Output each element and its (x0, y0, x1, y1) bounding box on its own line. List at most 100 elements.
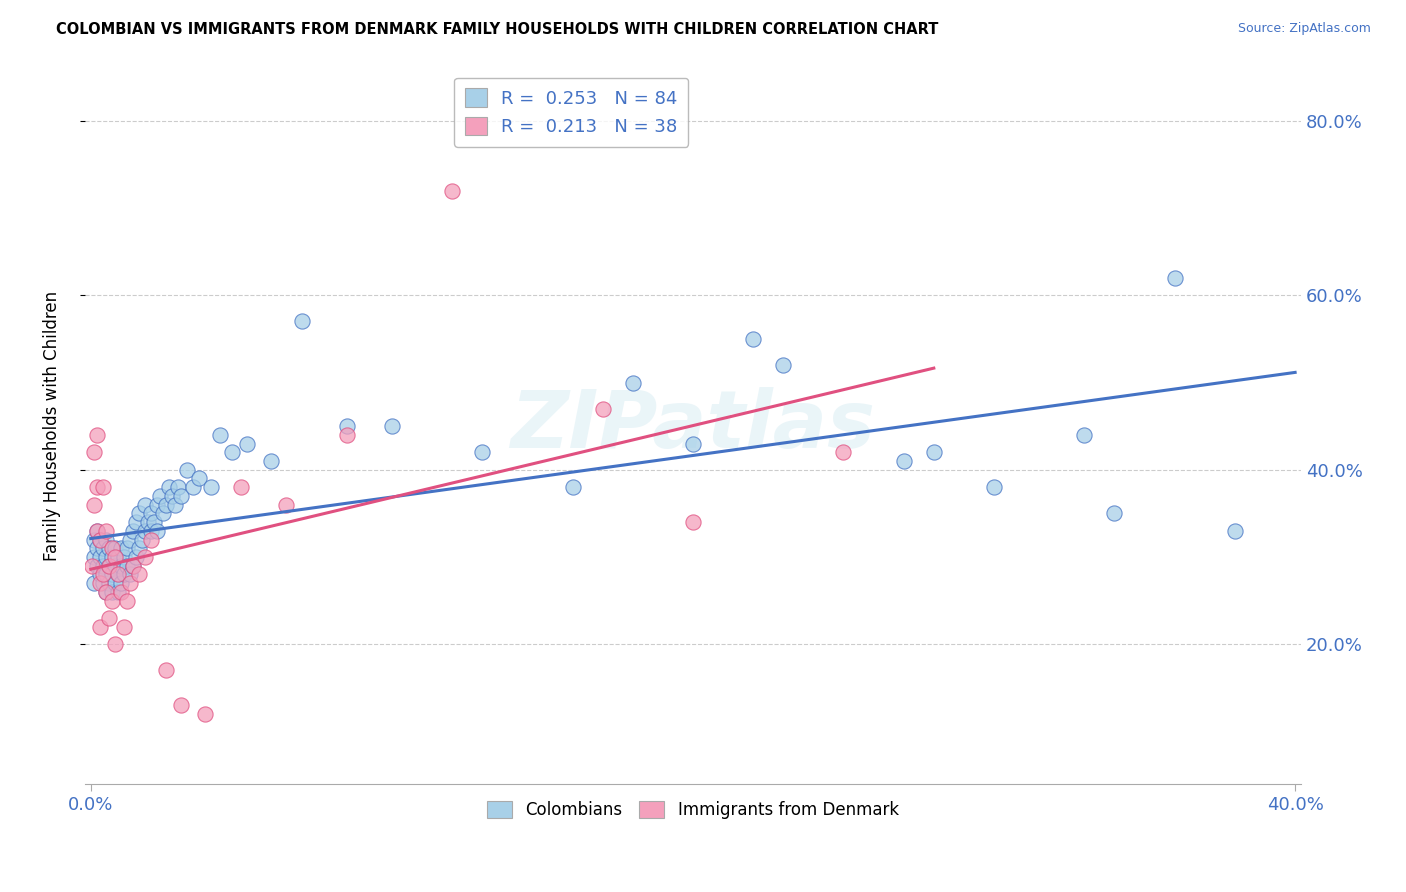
Point (893, 454, 915, 468)
Point (101, 593, 124, 607)
Point (91, 541, 114, 556)
Point (101, 541, 124, 556)
Point (621, 376, 644, 390)
Point (97, 541, 120, 556)
Point (561, 480, 583, 494)
Point (94, 524, 117, 538)
Point (97, 558, 120, 573)
Y-axis label: Family Households with Children: Family Households with Children (44, 291, 60, 561)
Point (221, 445, 243, 459)
Point (209, 427, 232, 442)
Point (101, 567, 124, 582)
Point (134, 524, 156, 538)
Point (139, 507, 162, 521)
Point (94, 585, 117, 599)
Point (112, 567, 135, 582)
Point (1223, 524, 1246, 538)
Point (112, 549, 135, 564)
Point (194, 706, 217, 721)
Point (94, 533, 117, 547)
Point (110, 585, 132, 599)
Point (260, 454, 283, 468)
Point (118, 576, 141, 591)
Point (97, 558, 120, 573)
Point (136, 515, 159, 529)
Point (89, 620, 111, 634)
Point (983, 480, 1005, 494)
Point (82, 558, 104, 573)
Point (149, 489, 172, 503)
Point (89, 533, 111, 547)
Point (176, 463, 198, 477)
Point (1073, 427, 1095, 442)
Point (146, 524, 169, 538)
Point (86, 480, 108, 494)
Point (170, 698, 193, 713)
Point (167, 480, 190, 494)
Point (122, 558, 145, 573)
Point (107, 567, 129, 582)
Point (101, 549, 124, 564)
Point (290, 314, 312, 328)
Point (1163, 270, 1185, 285)
Point (832, 445, 855, 459)
Point (155, 498, 177, 512)
Point (922, 445, 945, 459)
Point (128, 567, 150, 582)
Point (236, 436, 259, 450)
Point (181, 480, 204, 494)
Point (115, 593, 138, 607)
Point (104, 549, 127, 564)
Point (276, 498, 298, 512)
Point (381, 419, 404, 434)
Point (143, 515, 166, 529)
Point (110, 576, 132, 591)
Point (682, 515, 704, 529)
Point (104, 558, 127, 573)
Text: ZIPatlas: ZIPatlas (510, 387, 876, 465)
Point (94, 549, 117, 564)
Point (83, 498, 105, 512)
Point (91, 480, 114, 494)
Point (152, 507, 174, 521)
Point (146, 498, 169, 512)
Point (139, 533, 162, 547)
Point (86, 524, 108, 538)
Point (91, 558, 114, 573)
Point (97, 611, 120, 625)
Point (118, 533, 141, 547)
Point (125, 549, 148, 564)
Point (122, 524, 145, 538)
Point (155, 664, 177, 678)
Point (104, 637, 127, 651)
Point (336, 427, 359, 442)
Point (441, 184, 464, 198)
Point (231, 480, 253, 494)
Point (157, 480, 180, 494)
Text: COLOMBIAN VS IMMIGRANTS FROM DENMARK FAMILY HOUSEHOLDS WITH CHILDREN CORRELATION: COLOMBIAN VS IMMIGRANTS FROM DENMARK FAM… (56, 22, 939, 37)
Point (134, 498, 156, 512)
Point (592, 401, 614, 416)
Point (86, 524, 108, 538)
Point (89, 549, 111, 564)
Point (110, 558, 132, 573)
Point (89, 576, 111, 591)
Point (682, 436, 704, 450)
Text: Source: ZipAtlas.com: Source: ZipAtlas.com (1237, 22, 1371, 36)
Point (97, 576, 120, 591)
Point (89, 567, 111, 582)
Point (134, 549, 156, 564)
Point (94, 585, 117, 599)
Point (139, 524, 162, 538)
Point (83, 549, 105, 564)
Point (91, 576, 114, 591)
Point (107, 549, 129, 564)
Point (86, 427, 108, 442)
Point (165, 498, 187, 512)
Point (107, 585, 129, 599)
Point (112, 620, 135, 634)
Point (128, 541, 150, 556)
Point (125, 515, 148, 529)
Point (83, 445, 105, 459)
Point (160, 489, 183, 503)
